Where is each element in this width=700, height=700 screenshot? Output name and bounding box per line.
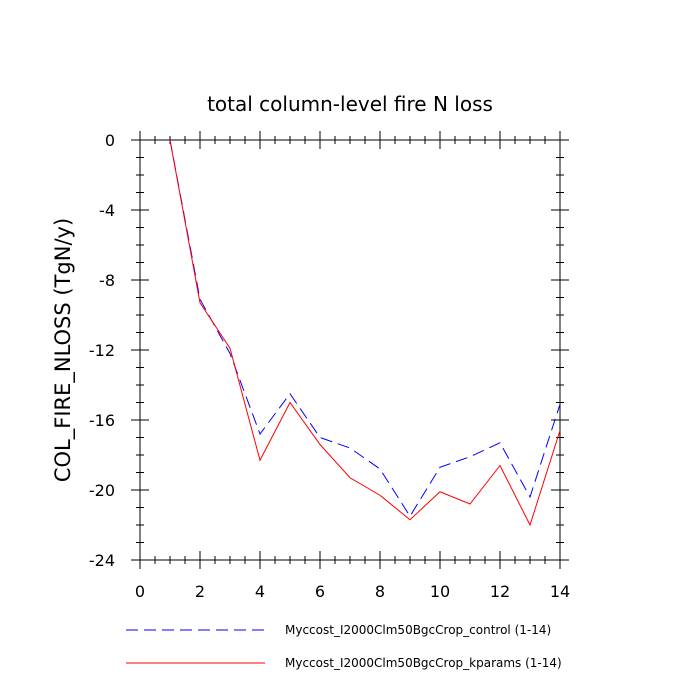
- x-tick-label: 2: [195, 582, 205, 601]
- y-tick-label: -8: [99, 271, 115, 290]
- y-tick-label: -4: [99, 201, 115, 220]
- x-tick-label: 8: [375, 582, 385, 601]
- y-tick-label: -24: [89, 551, 115, 570]
- legend-label-1: Myccost_I2000Clm50BgcCrop_control (1-14): [285, 623, 551, 637]
- chart-title: total column-level fire N loss: [207, 92, 493, 116]
- series-line-2: [169, 139, 561, 527]
- legend-label-2: Myccost_I2000Clm50BgcCrop_kparams (1-14): [285, 656, 562, 670]
- x-tick-label: 10: [430, 582, 450, 601]
- legend: Myccost_I2000Clm50BgcCrop_control (1-14)…: [126, 623, 562, 670]
- x-tick-label: 14: [550, 582, 570, 601]
- x-tick-label: 12: [490, 582, 510, 601]
- y-tick-label: 0: [105, 131, 115, 150]
- x-tick-label: 6: [315, 582, 325, 601]
- y-axis-label: COL_FIRE_NLOSS (TgN/y): [51, 218, 76, 482]
- y-tick-label: -20: [89, 481, 115, 500]
- axis-tick-labels: 0 2 4 6 8 10 12 14 0 -4 -8 -12 -16 -20 -24: [89, 131, 570, 601]
- y-tick-label: -12: [89, 341, 115, 360]
- plot-frame: [139, 139, 561, 561]
- y-tick-label: -16: [89, 411, 115, 430]
- x-tick-label: 0: [135, 582, 145, 601]
- axis-ticks: [131, 131, 569, 569]
- series-layer: [169, 139, 561, 527]
- x-tick-label: 4: [255, 582, 265, 601]
- series-line-1: [169, 139, 561, 518]
